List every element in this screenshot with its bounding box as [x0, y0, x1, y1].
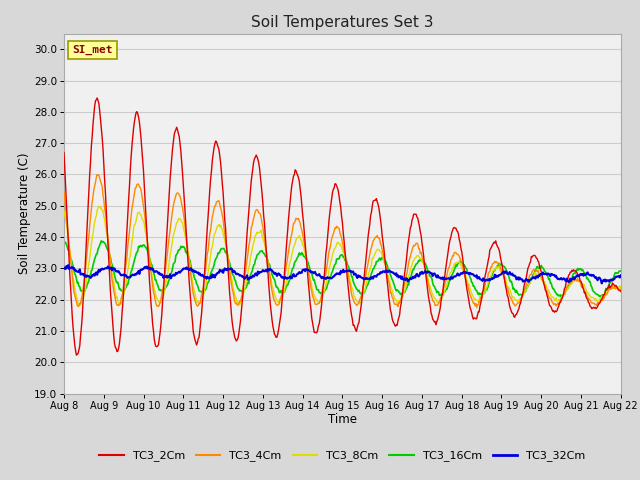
TC3_8Cm — [77, 302, 84, 308]
X-axis label: Time: Time — [328, 413, 357, 426]
TC3_16Cm — [440, 290, 447, 296]
TC3_8Cm — [86, 249, 94, 254]
TC3_16Cm — [510, 286, 518, 291]
TC3_32Cm — [617, 273, 625, 278]
TC3_8Cm — [442, 287, 449, 292]
TC3_4Cm — [86, 223, 93, 228]
Y-axis label: Soil Temperature (C): Soil Temperature (C) — [18, 153, 31, 275]
TC3_4Cm — [218, 208, 225, 214]
Line: TC3_4Cm: TC3_4Cm — [64, 175, 621, 308]
TC3_2Cm — [442, 270, 449, 276]
TC3_4Cm — [473, 305, 481, 311]
TC3_16Cm — [384, 266, 392, 272]
TC3_16Cm — [86, 273, 93, 278]
TC3_8Cm — [367, 264, 374, 270]
Line: TC3_2Cm: TC3_2Cm — [64, 98, 621, 355]
Text: SI_met: SI_met — [72, 44, 113, 55]
TC3_32Cm — [86, 275, 94, 281]
Line: TC3_8Cm: TC3_8Cm — [64, 206, 621, 305]
TC3_2Cm — [367, 213, 374, 219]
TC3_2Cm — [218, 180, 226, 186]
TC3_2Cm — [60, 150, 68, 156]
TC3_2Cm — [512, 312, 520, 318]
TC3_32Cm — [511, 273, 518, 278]
TC3_16Cm — [217, 247, 225, 252]
TC3_32Cm — [385, 268, 392, 274]
TC3_4Cm — [512, 303, 520, 309]
TC3_32Cm — [60, 265, 68, 271]
TC3_4Cm — [385, 279, 392, 285]
Legend: TC3_2Cm, TC3_4Cm, TC3_8Cm, TC3_16Cm, TC3_32Cm: TC3_2Cm, TC3_4Cm, TC3_8Cm, TC3_16Cm, TC3… — [95, 446, 590, 466]
TC3_4Cm — [93, 172, 101, 178]
TC3_32Cm — [598, 280, 605, 286]
TC3_16Cm — [60, 238, 68, 243]
TC3_2Cm — [617, 288, 625, 294]
TC3_8Cm — [386, 279, 394, 285]
TC3_32Cm — [218, 269, 225, 275]
TC3_4Cm — [617, 287, 625, 293]
TC3_16Cm — [617, 268, 625, 274]
TC3_32Cm — [64, 262, 72, 268]
Title: Soil Temperatures Set 3: Soil Temperatures Set 3 — [251, 15, 434, 30]
TC3_2Cm — [386, 300, 394, 306]
TC3_4Cm — [366, 252, 374, 257]
TC3_4Cm — [440, 284, 448, 289]
TC3_16Cm — [365, 278, 372, 284]
TC3_32Cm — [440, 275, 448, 280]
TC3_8Cm — [96, 204, 104, 209]
TC3_2Cm — [86, 159, 94, 165]
TC3_2Cm — [72, 352, 80, 358]
Line: TC3_32Cm: TC3_32Cm — [64, 265, 621, 283]
TC3_2Cm — [93, 95, 101, 101]
TC3_32Cm — [366, 276, 374, 282]
TC3_16Cm — [557, 294, 565, 300]
TC3_8Cm — [512, 297, 520, 302]
TC3_8Cm — [60, 207, 68, 213]
TC3_4Cm — [60, 189, 68, 195]
TC3_8Cm — [617, 286, 625, 291]
TC3_8Cm — [218, 227, 226, 232]
Line: TC3_16Cm: TC3_16Cm — [64, 240, 621, 297]
